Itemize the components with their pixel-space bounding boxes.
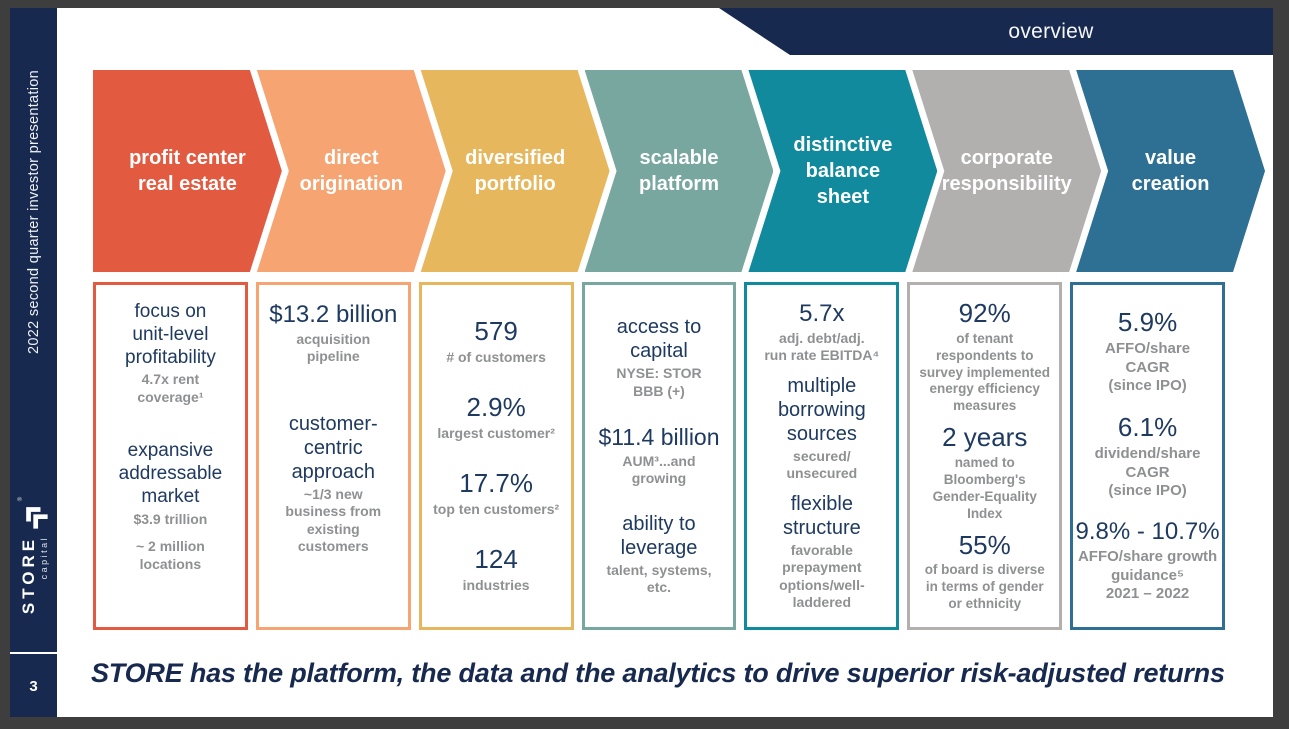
box-stat: 2.9%: [466, 392, 526, 423]
store-capital-label: capital: [38, 535, 49, 580]
box-caption: AUM³...and growing: [622, 452, 696, 487]
box-caption: industries: [462, 577, 530, 593]
sidebar-divider: [10, 652, 57, 654]
box-heading: expansive addressable market: [118, 440, 223, 507]
box-heading: focus on unit-level profitability: [125, 301, 216, 368]
overview-banner-label: overview: [1008, 19, 1094, 43]
box-scalable-platform: access to capital NYSE: STOR BBB (+) $11…: [581, 282, 737, 630]
store-capital-logo: STORE capital ®: [10, 490, 58, 626]
box-caption: AFFO/share growth guidance⁵ 2021 – 2022: [1077, 547, 1218, 603]
box-heading: access to capital: [616, 316, 702, 363]
box-heading: flexible structure: [782, 492, 861, 539]
store-wordmark: STORE capital: [18, 535, 49, 615]
box-corporate-responsibility: 92% of tenant respondents to survey impl…: [907, 282, 1063, 630]
box-caption: adj. debt/adj. run rate EBITDA⁴: [764, 329, 880, 364]
slide: overview profit center real estate direc…: [57, 8, 1273, 717]
tagline: STORE has the platform, the data and the…: [91, 658, 1225, 688]
sidebar-vertical-title: 2022 second quarter investor presentatio…: [25, 70, 42, 354]
box-stat: 124: [474, 544, 518, 575]
box-caption: favorable prepayment options/well- ladde…: [779, 541, 865, 611]
box-stat: $11.4 billion: [598, 424, 720, 451]
box-caption: secured/ unsecured: [786, 447, 858, 482]
arrow-label: direct origination: [299, 147, 403, 195]
arrow-label: corporate responsibility: [941, 147, 1072, 195]
box-caption: top ten customers²: [433, 501, 560, 518]
arrow-distinctive-balance-sheet: distinctive balance sheet: [748, 70, 937, 272]
arrow-label: scalable platform: [639, 147, 719, 195]
arrow-corporate-responsibility: corporate responsibility: [912, 70, 1101, 272]
box-caption: ~1/3 new business from existing customer…: [285, 485, 382, 555]
box-stat: 92%: [958, 297, 1011, 328]
box-caption: acquisition pipeline: [296, 330, 371, 365]
box-caption: dividend/share CAGR (since IPO): [1094, 444, 1201, 500]
arrow-label: diversified portfolio: [465, 147, 566, 195]
arrow-profit-center-real-estate: profit center real estate: [93, 70, 282, 272]
box-stat: 6.1%: [1117, 412, 1178, 443]
box-heading: customer- centric approach: [288, 412, 378, 483]
box-value-creation: 5.9% AFFO/share CAGR (since IPO) 6.1% di…: [1070, 282, 1225, 630]
box-distinctive-balance-sheet: 5.7x adj. debt/adj. run rate EBITDA⁴ mul…: [744, 282, 900, 630]
box-stat: 579: [474, 316, 518, 347]
box-caption: AFFO/share CAGR (since IPO): [1105, 339, 1191, 395]
store-logo-icon: ®: [18, 497, 48, 529]
box-stat: 55%: [958, 529, 1011, 560]
box-stat: 17.7%: [459, 468, 533, 499]
box-heading: multiple borrowing sources: [777, 374, 866, 445]
box-caption: # of customers: [446, 349, 546, 366]
arrow-label: profit center real estate: [129, 147, 246, 195]
arrow-label: value creation: [1131, 147, 1210, 195]
box-caption: largest customer²: [437, 425, 555, 442]
box-caption: named to Bloomberg's Gender-Equality Ind…: [932, 455, 1037, 521]
box-caption: of tenant respondents to survey implemen…: [919, 330, 1050, 414]
arrow-value-creation: value creation: [1076, 70, 1265, 272]
box-profit-center-real-estate: focus on unit-level profitability 4.7x r…: [93, 282, 248, 630]
store-wordmark-label: STORE: [18, 535, 38, 615]
content-boxes: focus on unit-level profitability 4.7x r…: [93, 282, 1225, 630]
box-stat: $13.2 billion: [269, 301, 398, 328]
sidebar: 2022 second quarter investor presentatio…: [10, 8, 57, 717]
box-caption: 4.7x rent coverage¹: [137, 371, 204, 405]
box-stat: 5.7x: [799, 300, 845, 328]
box-heading: ability to leverage: [620, 512, 698, 559]
arrow-direct-origination: direct origination: [257, 70, 446, 272]
process-arrows: profit center real estate direct origina…: [93, 70, 1265, 272]
box-stat: 2 years: [942, 422, 1028, 453]
arrow-diversified-portfolio: diversified portfolio: [421, 70, 610, 272]
arrow-label: distinctive balance sheet: [793, 134, 893, 208]
overview-banner: overview: [719, 8, 1273, 55]
box-stat: 9.8% - 10.7%: [1075, 518, 1220, 546]
box-stat: 5.9%: [1117, 306, 1178, 337]
box-caption: talent, systems, etc.: [606, 561, 712, 596]
box-caption: ~ 2 million locations: [135, 538, 205, 572]
registered-mark: ®: [17, 496, 24, 502]
page-number: 3: [29, 678, 38, 695]
arrow-scalable-platform: scalable platform: [585, 70, 774, 272]
box-caption: $3.9 trillion: [133, 510, 208, 527]
box-caption: of board is diverse in terms of gender o…: [924, 562, 1045, 612]
box-direct-origination: $13.2 billion acquisition pipeline custo…: [255, 282, 411, 630]
box-diversified-portfolio: 579 # of customers 2.9% largest customer…: [418, 282, 574, 630]
box-caption: NYSE: STOR BBB (+): [616, 365, 702, 399]
